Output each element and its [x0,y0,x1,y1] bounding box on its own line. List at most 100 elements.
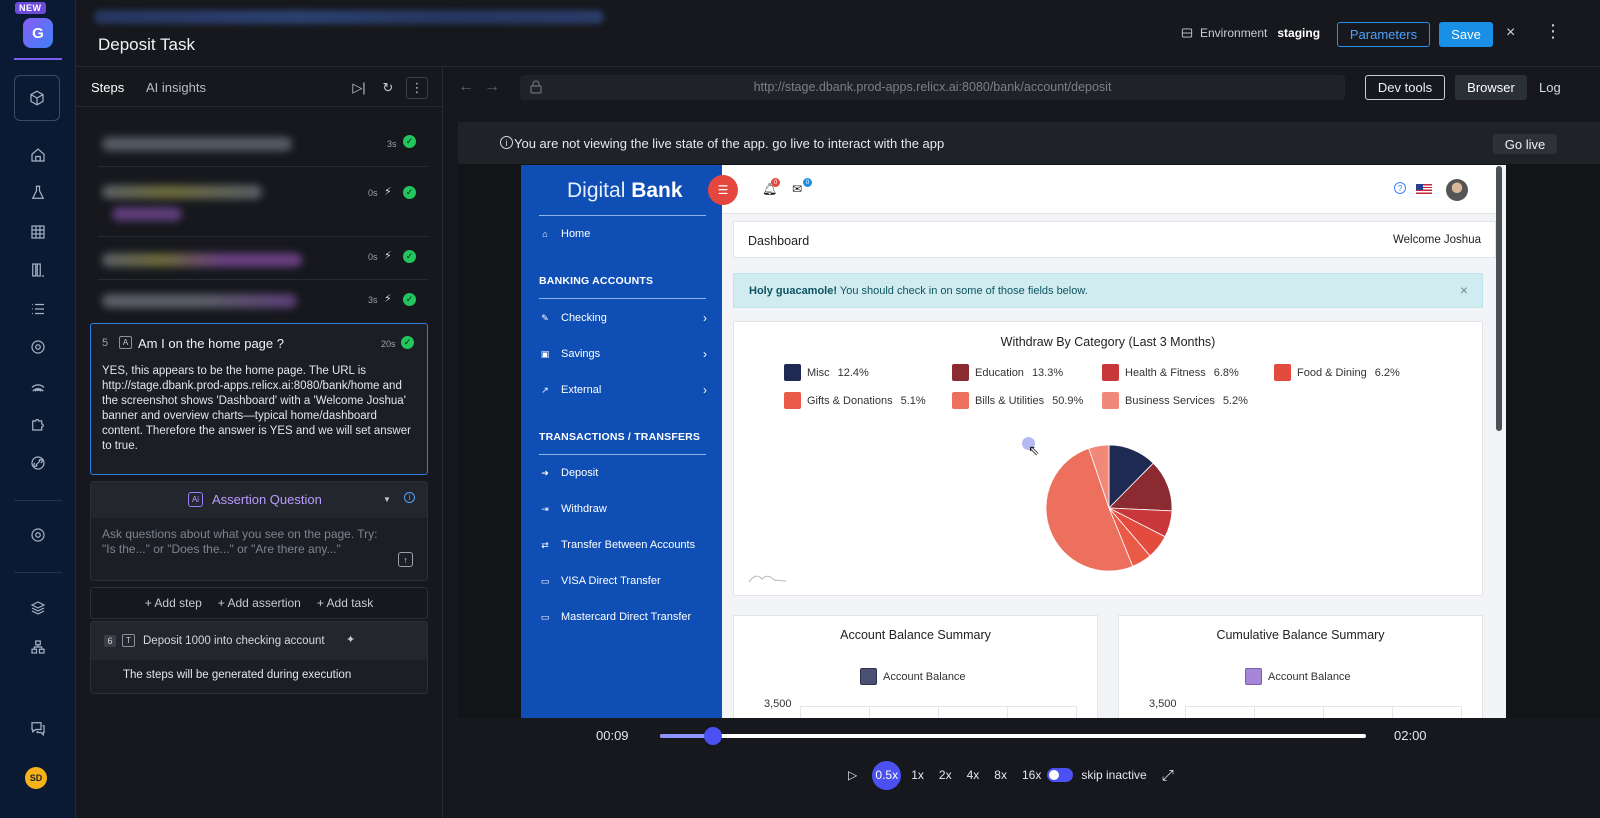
breadcrumb-blurred [94,10,604,24]
rail-item-admin-settings[interactable] [26,523,50,547]
speed-2x[interactable]: 2x [938,768,952,782]
step-title: Am I on the home page ? [138,336,284,351]
step-text-blurred [102,137,292,151]
step-item[interactable]: 0s ⚡ ✓ [98,239,428,280]
notice-text: You are not viewing the live state of th… [514,136,945,151]
go-live-button[interactable]: Go live [1493,134,1557,154]
rail-item-settings[interactable] [26,335,50,359]
timeline-handle[interactable] [703,727,722,745]
speed-1x[interactable]: 1x [911,768,924,782]
rail-item-columns[interactable] [26,258,50,282]
forward-arrow-icon[interactable]: → [484,78,500,95]
task-title: Deposit 1000 into checking account [143,635,325,647]
legend-swatch [1245,668,1262,685]
help-icon[interactable]: ? [1394,182,1406,194]
steps-more-icon[interactable]: ⋮ [406,77,428,99]
legend-item[interactable]: Health & Fitness 6.8% [1102,364,1239,381]
add-assertion-button[interactable]: + Add assertion [217,596,301,610]
rail-item-list[interactable] [26,297,50,321]
step-item-active[interactable]: 5 A Am I on the home page ? 20s ✓ YES, t… [90,323,428,475]
rail-item-home[interactable] [26,143,50,167]
dbank-nav-home[interactable]: ⌂ Home [539,228,709,240]
dbank-nav-withdraw[interactable]: ⇥ Withdraw [539,503,709,515]
step-item-task[interactable]: 6 T Deposit 1000 into checking account ✦… [90,621,428,694]
legend-item[interactable]: Business Services 5.2% [1102,392,1248,409]
pie-slice[interactable] [1045,447,1134,572]
legend-item[interactable]: Education 13.3% [952,364,1063,381]
step-item[interactable]: 3s ⚡ ✓ [98,282,428,318]
legend-label: Education [975,366,1024,379]
timeline-track[interactable] [660,727,1366,745]
grid-icon [31,225,45,239]
user-avatar[interactable] [1446,179,1468,201]
tab-log[interactable]: Log [1539,80,1561,95]
assertion-input[interactable]: Ask questions about what you see on the … [102,527,378,556]
app-logo-icon[interactable]: G [23,18,53,48]
dbank-brand[interactable]: Digital Bank [567,179,683,203]
url-bar[interactable]: http://stage.dbank.prod-apps.relicx.ai:8… [520,75,1345,100]
rail-item-layers[interactable] [26,596,50,620]
tab-steps[interactable]: Steps [91,80,125,95]
cumulative-balance-card: Cumulative Balance Summary Account Balan… [1118,615,1483,718]
add-task-button[interactable]: + Add task [316,596,374,610]
pie-slice[interactable] [1088,444,1110,509]
speed-4x[interactable]: 4x [966,768,980,782]
dev-tools-button[interactable]: Dev tools [1365,75,1445,100]
rail-item-integrations[interactable] [26,451,50,475]
brand-light: Digital [567,179,626,202]
speed-16x[interactable]: 16x [1021,768,1042,782]
more-options-icon[interactable]: ⋮ [1544,21,1562,41]
refresh-icon[interactable]: ↻ [382,80,394,95]
legend-label: Business Services [1125,394,1215,407]
parameters-button[interactable]: Parameters [1337,22,1430,47]
speed-0-5x[interactable]: 0.5x [872,760,902,790]
back-arrow-icon[interactable]: ← [458,78,474,95]
user-avatar[interactable]: SD [25,767,47,789]
close-icon[interactable]: × [1459,282,1468,298]
tab-ai-insights[interactable]: AI insights [146,80,206,95]
fullscreen-icon[interactable]: ⤢ [1161,766,1174,784]
close-icon[interactable]: × [1506,24,1516,41]
skip-inactive-toggle[interactable] [1047,768,1074,782]
step-item[interactable]: 3s ✓ [98,115,428,167]
legend-swatch [1102,364,1119,381]
rail-item-help-chat[interactable] [26,716,50,740]
rail-item-lab[interactable] [26,181,50,205]
play-icon[interactable]: ▷ [848,768,858,782]
stage-scrollbar[interactable] [1496,166,1502,431]
dbank-nav-mastercard[interactable]: ▭ Mastercard Direct Transfer [539,611,709,623]
step-item[interactable]: 0s ⚡ ✓ [98,171,428,237]
rail-item-cube[interactable] [14,75,60,121]
dbank-nav-transfer[interactable]: ⇄ Transfer Between Accounts [539,539,709,551]
mail-icon[interactable]: ✉ [792,182,803,196]
dbank-nav-savings[interactable]: ▣ Savings › [539,347,709,361]
caret-down-icon[interactable]: ▼ [383,495,391,504]
speed-8x[interactable]: 8x [994,768,1007,782]
add-step-button[interactable]: + Add step [144,596,202,610]
rail-item-signal[interactable] [26,374,50,398]
info-icon[interactable]: i [404,492,415,503]
dbank-nav-deposit[interactable]: ➜ Deposit [539,467,709,479]
send-icon[interactable]: ↑ [398,552,413,567]
tab-browser[interactable]: Browser [1455,75,1527,100]
rail-item-puzzle[interactable] [26,412,50,436]
dbank-nav-checking[interactable]: ✎ Checking › [539,311,709,325]
legend-item[interactable]: Food & Dining 6.2% [1274,364,1400,381]
rail-item-org[interactable] [26,635,50,659]
task-type-icon: T [122,634,135,647]
save-button[interactable]: Save [1439,22,1493,47]
legend-item[interactable]: Gifts & Donations 5.1% [784,392,926,409]
legend-item[interactable]: Misc 12.4% [784,364,869,381]
playback-controls: ▷ 0.5x 1x 2x 4x 8x 16x skip inactive ⤢ [848,760,1189,790]
rail-item-grid[interactable] [26,220,50,244]
assertion-header[interactable]: Ai Assertion Question ▼ i [91,482,427,518]
environment-indicator[interactable]: Environment staging [1180,26,1320,40]
run-from-step-icon[interactable]: ▷| [352,80,366,95]
assertion-title: Assertion Question [212,492,322,507]
menu-toggle-icon[interactable]: ☰ [708,175,738,205]
dbank-nav-external[interactable]: ↗ External › [539,383,709,397]
legend-item[interactable]: Bills & Utilities 50.9% [952,392,1083,409]
us-flag-icon[interactable] [1416,184,1432,194]
info-alert: Holy guacamole! You should check in on s… [733,273,1483,308]
dbank-nav-visa[interactable]: ▭ VISA Direct Transfer [539,575,709,587]
